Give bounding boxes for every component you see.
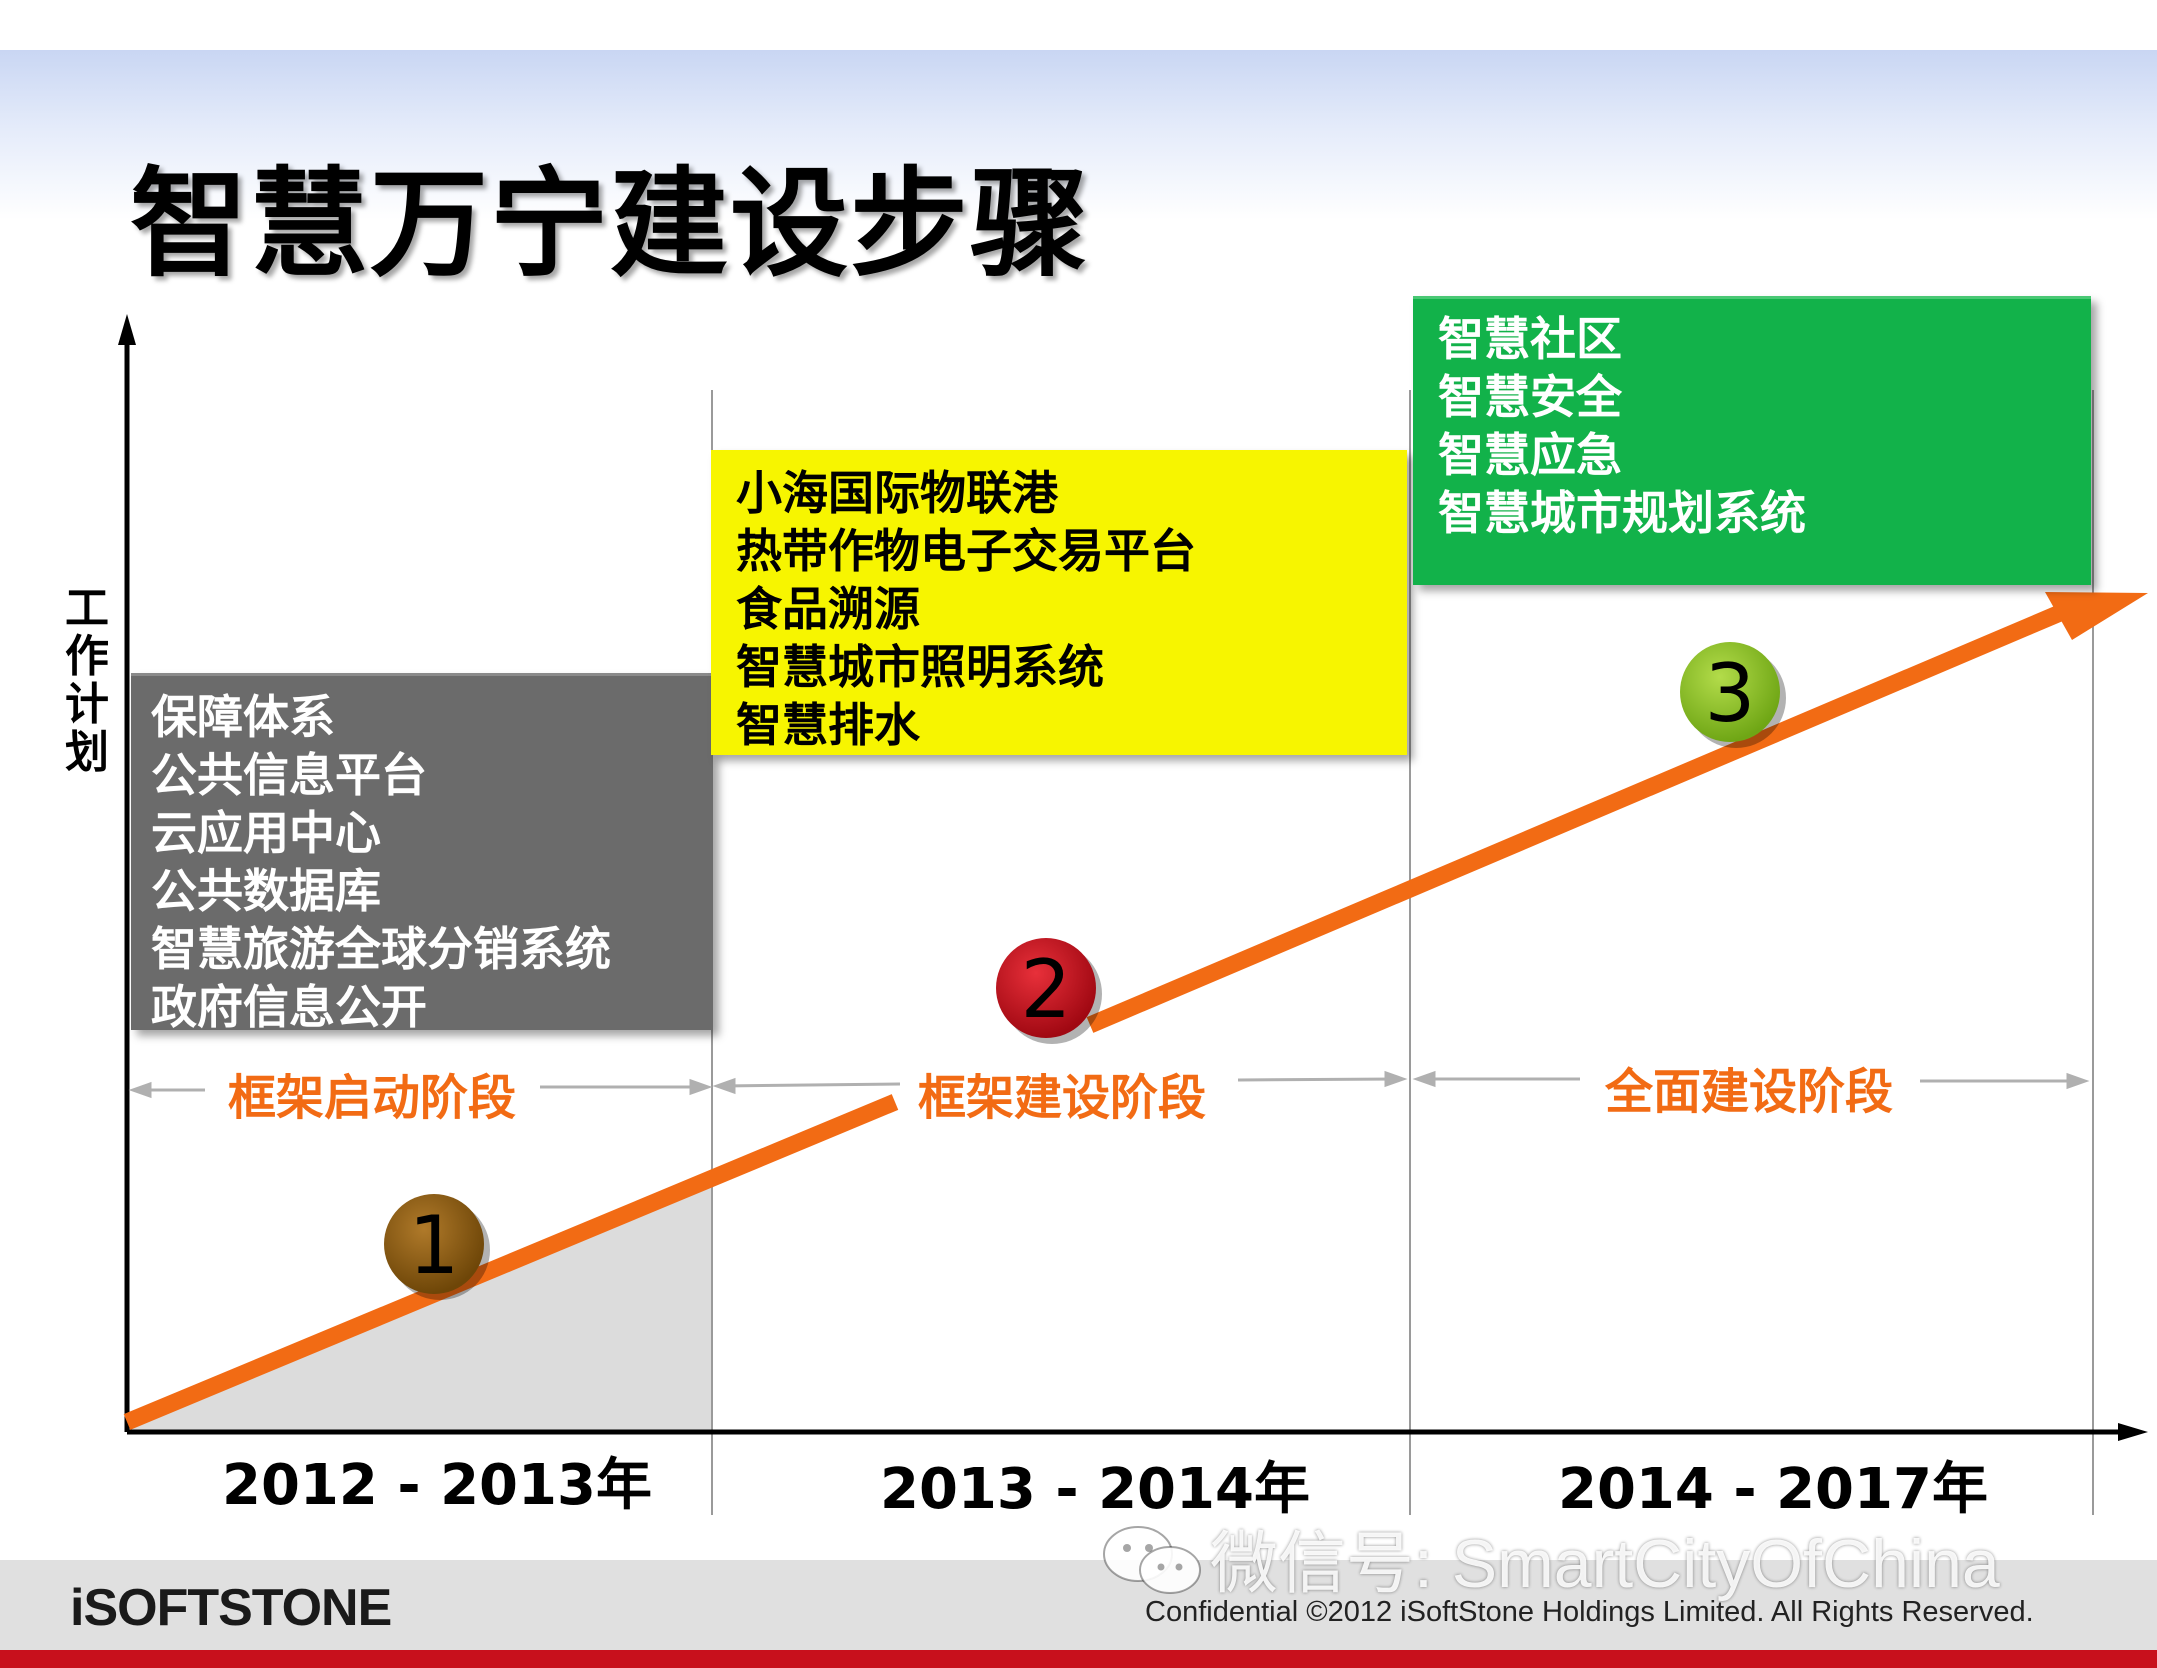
stage1-item: 智慧旅游全球分销系统: [151, 922, 611, 976]
stage3-box: 智慧社区 智慧安全 智慧应急 智慧城市规划系统: [1413, 296, 2091, 585]
stage2-item: 食品溯源: [736, 582, 920, 636]
stage2-label: 框架建设阶段: [918, 1070, 1207, 1126]
badge-1-number: 1: [409, 1199, 460, 1292]
stage2-item: 热带作物电子交易平台: [736, 524, 1196, 578]
stage1-item: 政府信息公开: [151, 980, 427, 1034]
badge-2-number: 2: [1021, 943, 1072, 1036]
stage3-year: 2014 - 2017年: [1558, 1457, 1988, 1522]
footer-band: [0, 1560, 2157, 1653]
stage1-item: 保障体系: [151, 690, 335, 744]
progress-arrow-segment-1: [123, 1094, 899, 1430]
badge-1: 1: [384, 1194, 490, 1300]
stage1-item: 云应用中心: [151, 806, 381, 860]
stage2-box: 小海国际物联港 热带作物电子交易平台 食品溯源 智慧城市照明系统 智慧排水: [711, 450, 1407, 755]
stage3-item: 智慧安全: [1438, 370, 1622, 424]
wechat-icon: [1103, 1526, 1201, 1594]
y-axis-label: 工作计划: [65, 583, 109, 778]
stage3-item: 智慧社区: [1438, 312, 1622, 366]
stage3-label: 全面建设阶段: [1605, 1064, 1894, 1120]
stage2-item: 小海国际物联港: [736, 466, 1058, 520]
stage1-label: 框架启动阶段: [228, 1070, 517, 1126]
header-band: [0, 50, 2157, 220]
stage2-item: 智慧排水: [736, 698, 920, 752]
stage3-item: 智慧应急: [1438, 428, 1622, 482]
confidential-notice: Confidential ©2012 iSoftStone Holdings L…: [1145, 1596, 2034, 1628]
wechat-watermark: 微信号: SmartCityOfChina: [1210, 1526, 2000, 1602]
stage1-year: 2012 - 2013年: [222, 1453, 652, 1518]
stage-span-arrows: [128, 1070, 2090, 1099]
progress-arrowhead: [2045, 592, 2148, 640]
page-title: 智慧万宁建设步骤: [130, 155, 1091, 293]
y-axis-arrowhead: [118, 314, 136, 345]
badge-2: 2: [996, 938, 1102, 1044]
x-axis-arrowhead: [2118, 1423, 2148, 1441]
stage2-year: 2013 - 2014年: [880, 1457, 1310, 1522]
isoftstone-logo: iSOFTSTONE: [70, 1579, 392, 1637]
stage3-item: 智慧城市规划系统: [1438, 486, 1806, 540]
stage1-box: 保障体系 公共信息平台 云应用中心 公共数据库 智慧旅游全球分销系统 政府信息公…: [131, 673, 713, 1034]
stage2-item: 智慧城市照明系统: [736, 640, 1104, 694]
stage1-item: 公共数据库: [151, 864, 381, 918]
badge-3-number: 3: [1705, 647, 1756, 740]
stage1-item: 公共信息平台: [151, 748, 427, 802]
footer-red-stripe: [0, 1650, 2157, 1668]
progress-arrow-segment-2: [1086, 605, 2064, 1033]
badge-3: 3: [1680, 642, 1786, 748]
